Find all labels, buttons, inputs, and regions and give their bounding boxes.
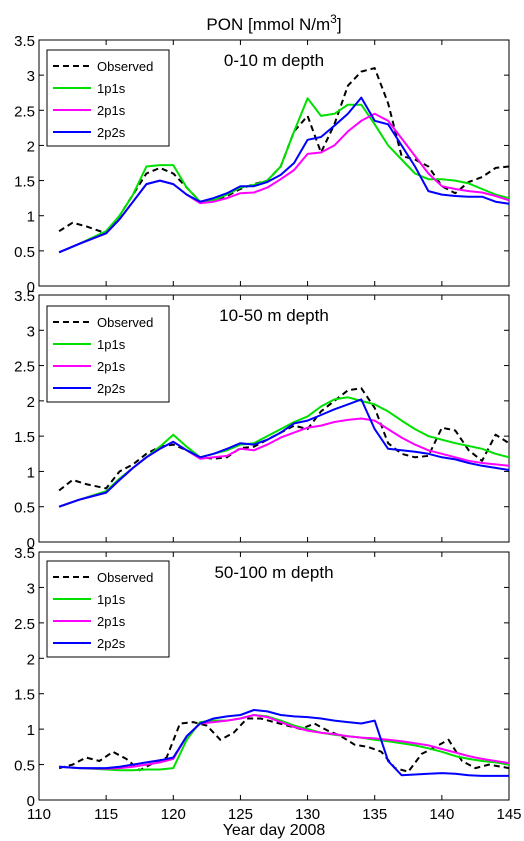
series-line-2p1s	[59, 714, 510, 770]
panel-3: 0 0.5 1 1.5 2 2.5 3 3.5 110 115 120 125 130 135 140 145…	[14, 545, 521, 823]
y-tick-label: 3.5	[14, 288, 35, 305]
legend-label: 1p1s	[97, 81, 126, 96]
x-axis-label: Year day 2008	[223, 822, 326, 839]
legend-label: Observed	[97, 315, 153, 330]
x-tick-label: 115	[94, 806, 118, 823]
y-tick-label: 3	[27, 323, 35, 340]
y-tick-label: 3.5	[14, 33, 35, 50]
y-tick-label: 2.5	[14, 103, 35, 120]
y-tick-label: 2	[27, 138, 35, 155]
y-tick-label: 1.5	[14, 687, 35, 704]
legend: Observed 1p1s 2p1s 2p2s	[46, 305, 170, 403]
y-tick-label: 0	[27, 793, 35, 810]
panel-title: 0-10 m depth	[224, 51, 324, 70]
y-tick-label: 2.5	[14, 616, 35, 633]
x-tick-label: 140	[429, 806, 454, 823]
y-tick-label: 2.5	[14, 359, 35, 376]
series-line-2p2s	[58, 96, 510, 254]
panel-title: 50-100 m depth	[214, 563, 333, 582]
figure-title: PON [mmol N/m3]	[206, 12, 341, 34]
series-line-2p2s	[58, 398, 510, 508]
legend: Observed 1p1s 2p1s 2p2s	[46, 49, 170, 147]
x-tick-label: 130	[295, 806, 320, 823]
y-tick-label: 2	[27, 651, 35, 668]
x-tick-label: 120	[161, 806, 186, 823]
series-line-1p1s	[59, 714, 510, 772]
x-tick-label: 135	[362, 806, 387, 823]
y-tick-label: 1.5	[14, 429, 35, 446]
legend-label: 2p1s	[97, 614, 126, 629]
legend-label: Observed	[97, 59, 153, 74]
y-tick-label: 1	[27, 464, 35, 481]
y-tick-label: 0	[27, 279, 35, 296]
legend-label: 1p1s	[97, 592, 126, 607]
y-tick-label: 0.5	[14, 758, 35, 775]
y-tick-label: 0.5	[14, 244, 35, 261]
legend: Observed 1p1s 2p1s 2p2s	[46, 560, 170, 658]
y-tick-label: 0.5	[14, 500, 35, 517]
y-tick-label: 1	[27, 722, 35, 739]
series-line-1p1s	[58, 97, 510, 254]
panel-2: 0 0.5 1 1.5 2 2.5 3 3.5 Observed 1p1s 2p1s 2p2s 10-5…	[14, 288, 510, 552]
legend-label: 2p2s	[97, 125, 126, 140]
legend-label: Observed	[97, 570, 153, 585]
y-tick-label: 1	[27, 209, 35, 226]
x-tick-label: 110	[27, 806, 51, 823]
y-tick-label: 3.5	[14, 545, 35, 562]
y-tick-label: 1.5	[14, 174, 35, 191]
panel-title: 10-50 m depth	[219, 306, 329, 325]
legend-label: 2p1s	[97, 103, 126, 118]
panel-1: 0 0.5 1 1.5 2 2.5 3 3.5 Observed 1p1s 2p1s 2p2s 0-10…	[14, 33, 510, 296]
y-tick-label: 3	[27, 68, 35, 85]
series-line-observed	[58, 387, 510, 492]
legend-label: 2p2s	[97, 636, 126, 651]
x-tick-label: 145	[496, 806, 521, 823]
series-line-2p2s	[59, 709, 509, 777]
y-tick-label: 3	[27, 580, 35, 597]
y-tick-label: 0	[27, 535, 35, 552]
legend-label: 2p2s	[97, 381, 126, 396]
y-tick-label: 2	[27, 394, 35, 411]
x-tick-label: 125	[228, 806, 253, 823]
legend-label: 2p1s	[97, 359, 126, 374]
legend-label: 1p1s	[97, 337, 126, 352]
